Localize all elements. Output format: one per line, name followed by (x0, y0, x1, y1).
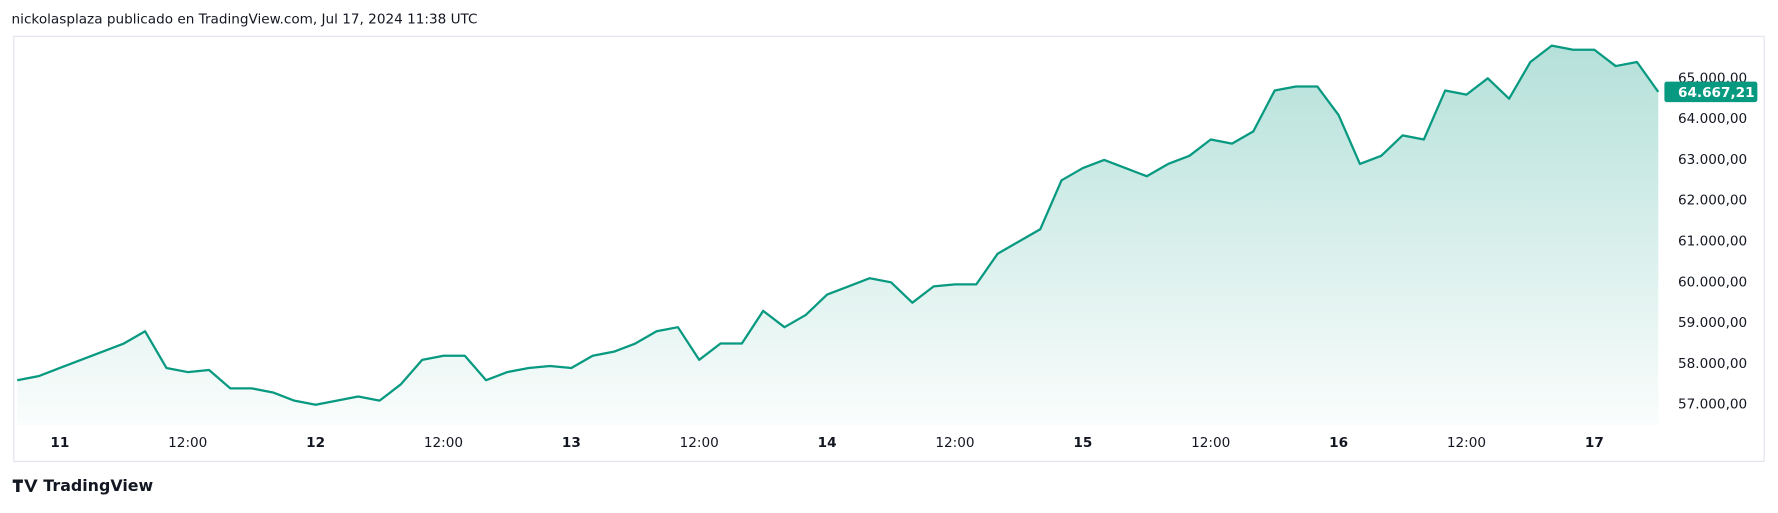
x-tick-label: 12:00 (424, 435, 463, 451)
x-tick-label: 13 (562, 435, 581, 451)
x-tick-label: 12:00 (680, 435, 719, 451)
x-tick-label: 12:00 (935, 435, 974, 451)
x-tick-label: 14 (818, 435, 837, 451)
last-price-badge (1664, 81, 1758, 103)
logo (12, 479, 38, 492)
x-tick-label: 11 (50, 435, 69, 451)
price-line (17, 44, 1660, 406)
y-tick-label: 62.000,00 (1678, 193, 1747, 209)
x-tick-label: 17 (1585, 435, 1604, 451)
y-tick-label: 58.000,00 (1678, 356, 1747, 372)
x-tick-label: 12:00 (1447, 435, 1486, 451)
x-tick-label: 15 (1073, 435, 1092, 451)
y-tick-label: 60.000,00 (1678, 274, 1747, 290)
y-tick-label: 59.000,00 (1678, 315, 1747, 331)
x-tick-label: 16 (1329, 435, 1348, 451)
brand: TradingView (43, 476, 153, 495)
header: nickolasplaza publicado en TradingView.c… (12, 11, 478, 27)
y-tick-label: 61.000,00 (1678, 234, 1747, 250)
x-tick-label: 12:00 (1191, 435, 1230, 451)
last-price-label: 64.667,21 (1678, 85, 1755, 101)
y-tick-label: 64.000,00 (1678, 111, 1747, 127)
x-tick-label: 12 (306, 435, 325, 451)
y-tick-label: 57.000,00 (1678, 397, 1747, 413)
x-tick-label: 12:00 (168, 435, 207, 451)
y-tick-label: 63.000,00 (1678, 152, 1747, 168)
frame (13, 35, 1765, 462)
area-fill (17, 45, 1659, 426)
